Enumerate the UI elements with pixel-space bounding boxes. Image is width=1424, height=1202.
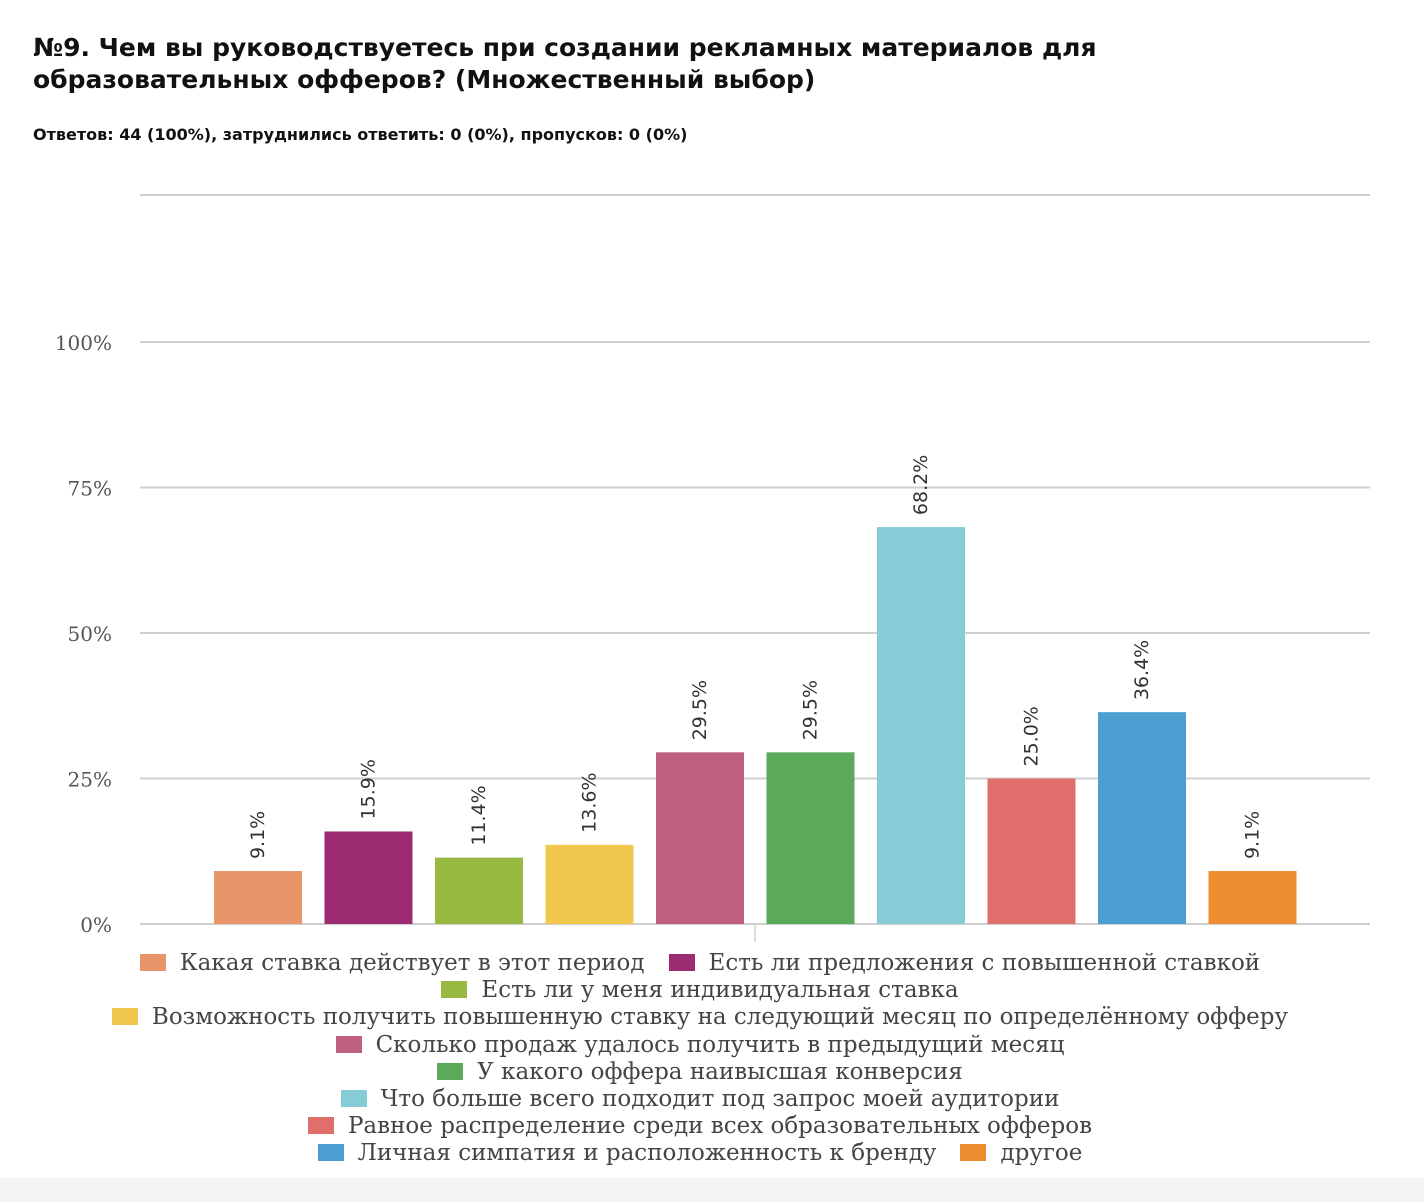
legend-row: У какого оффера наивысшая конверсия bbox=[60, 1059, 1340, 1086]
legend-label: Сколько продаж удалось получить в предыд… bbox=[375, 1031, 1065, 1058]
data-label: 9.1% bbox=[247, 811, 269, 859]
data-label: 29.5% bbox=[689, 680, 711, 740]
legend-label: Личная симпатия и расположенность к брен… bbox=[357, 1140, 937, 1167]
response-summary: Ответов: 44 (100%), затруднились ответит… bbox=[33, 125, 688, 144]
legend-swatch bbox=[441, 981, 468, 999]
legend-swatch bbox=[437, 1062, 464, 1080]
legend-label: Какая ставка действует в этот период bbox=[179, 950, 645, 976]
legend-item[interactable]: Какая ставка действует в этот период bbox=[139, 950, 645, 977]
legend-swatch bbox=[317, 1144, 344, 1162]
legend-item[interactable]: Личная симпатия и расположенность к брен… bbox=[317, 1140, 937, 1167]
legend-swatch bbox=[111, 1008, 138, 1026]
data-label: 15.9% bbox=[358, 759, 380, 819]
legend-swatch bbox=[335, 1035, 362, 1053]
legend-label: У какого оффера наивысшая конверсия bbox=[477, 1058, 963, 1085]
y-tick-label: 50% bbox=[68, 622, 112, 646]
y-tick-label: 25% bbox=[68, 768, 112, 792]
y-tick-label: 75% bbox=[68, 477, 112, 501]
legend-item[interactable]: Равное распределение среди всех образова… bbox=[307, 1113, 1093, 1140]
legend-item[interactable]: другое bbox=[960, 1140, 1082, 1167]
bar bbox=[435, 857, 523, 924]
legend-swatch bbox=[340, 1090, 367, 1108]
legend-swatch bbox=[139, 954, 166, 971]
legend-item[interactable]: Есть ли предложения с повышенной ставкой bbox=[668, 950, 1261, 977]
chart-legend: Какая ставка действует в этот период Есть… bbox=[60, 950, 1340, 1168]
y-tick-label: 0% bbox=[80, 913, 112, 937]
legend-label: другое bbox=[1000, 1140, 1083, 1167]
legend-label: Возможность получить повышенную ставку н… bbox=[151, 1004, 1289, 1031]
legend-item[interactable]: Есть ли у меня индивидуальная ставка bbox=[441, 977, 959, 1004]
bar bbox=[766, 752, 855, 924]
bar bbox=[1208, 871, 1297, 924]
legend-swatch bbox=[307, 1117, 334, 1135]
legend-swatch bbox=[960, 1144, 987, 1162]
legend-label: Равное распределение среди всех образова… bbox=[347, 1113, 1093, 1140]
legend-item[interactable]: Возможность получить повышенную ставку н… bbox=[111, 1004, 1289, 1031]
legend-item[interactable]: Что больше всего подходит под запрос мое… bbox=[340, 1086, 1060, 1113]
bar bbox=[877, 527, 965, 924]
legend-row: Личная симпатия и расположенность к брен… bbox=[60, 1140, 1340, 1167]
data-label: 68.2% bbox=[910, 455, 932, 515]
legend-row: Какая ставка действует в этот период Есть… bbox=[60, 950, 1340, 977]
legend-label: Что больше всего подходит под запрос мое… bbox=[380, 1086, 1060, 1113]
data-label: 9.1% bbox=[1242, 811, 1264, 859]
legend-item[interactable]: У какого оффера наивысшая конверсия bbox=[437, 1059, 963, 1086]
legend-row: Возможность получить повышенную ставку н… bbox=[60, 1004, 1340, 1031]
page-bottom-edge bbox=[0, 1178, 1424, 1202]
bar bbox=[545, 844, 634, 924]
legend-row: Что больше всего подходит под запрос мое… bbox=[60, 1086, 1340, 1113]
legend-label: Есть ли предложения с повышенной ставкой bbox=[708, 950, 1261, 976]
legend-item[interactable]: Сколько продаж удалось получить в предыд… bbox=[335, 1031, 1065, 1059]
bar bbox=[214, 871, 302, 924]
legend-row: Есть ли у меня индивидуальная ставка bbox=[60, 977, 1340, 1004]
bar bbox=[1098, 712, 1186, 924]
legend-row: Равное распределение среди всех образова… bbox=[60, 1113, 1340, 1140]
data-label: 29.5% bbox=[800, 680, 822, 740]
legend-label: Есть ли у меня индивидуальная ставка bbox=[481, 977, 959, 1004]
data-label: 11.4% bbox=[468, 785, 490, 845]
data-label: 36.4% bbox=[1131, 640, 1153, 700]
data-label: 13.6% bbox=[579, 772, 601, 832]
bar bbox=[656, 752, 744, 924]
y-tick-label: 100% bbox=[55, 331, 112, 355]
legend-row: Сколько продаж удалось получить в предыд… bbox=[60, 1032, 1340, 1059]
chart-title: №9. Чем вы руководствуетесь при создании… bbox=[33, 33, 1097, 94]
legend-swatch bbox=[668, 954, 695, 971]
bar bbox=[324, 831, 413, 924]
bar bbox=[987, 778, 1076, 924]
data-label: 25.0% bbox=[1021, 706, 1043, 766]
bar-chart: 0% 25% 50% 75% 100% 9.1% 15.9% 11.4% 13.6% 29.5% 2… bbox=[55, 194, 1370, 942]
